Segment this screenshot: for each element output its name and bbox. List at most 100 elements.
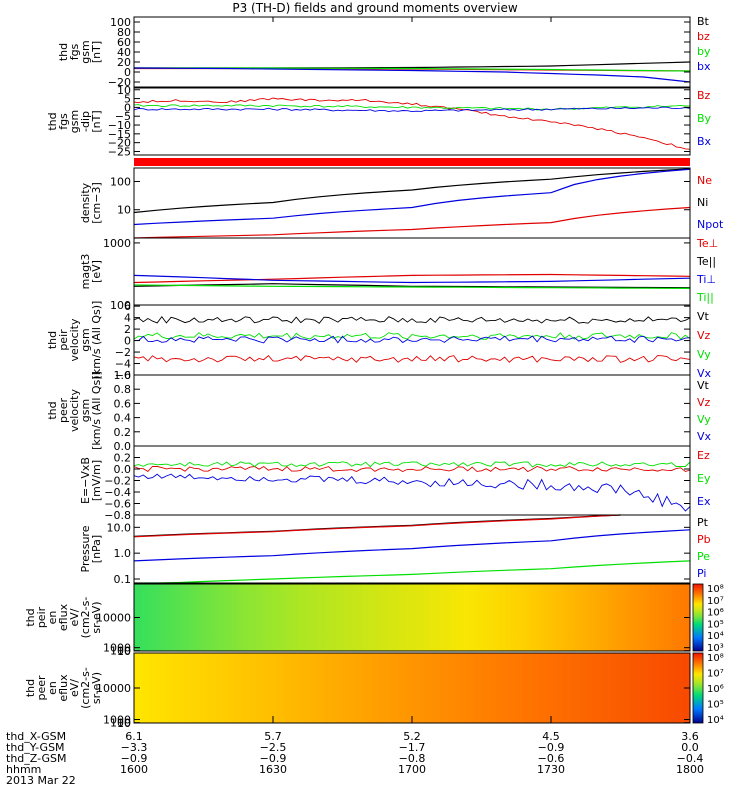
y-tick-label: 0.6 [114, 397, 132, 410]
legend-entry-Vz: Vz [697, 329, 711, 342]
y-axis-label: density [79, 182, 92, 223]
legend-entry-Te⊥: Te⊥ [696, 237, 718, 250]
legend-entry-Ti⊥: Ti⊥ [696, 273, 716, 286]
ephemeris-value: −0.6 [538, 752, 565, 765]
panel-frame [133, 514, 691, 584]
y-tick-label: 20 [117, 56, 131, 69]
y-tick-label: −0.6 [104, 498, 131, 511]
legend-entry-bz: bz [697, 30, 710, 43]
legend-entry-Bx: Bx [697, 135, 712, 148]
panel-density: 10 100 density[cm−3] Ne Ni Npot [79, 167, 724, 239]
ephemeris-row-label: hhmm [6, 763, 41, 776]
y-axis-label: (cm2-s- [79, 667, 92, 709]
panel-frame [133, 304, 691, 376]
y-tick-label: 1.0 [114, 547, 132, 560]
legend-entry-Pe: Pe [697, 550, 710, 563]
y-axis-label: velocity [68, 389, 81, 432]
y-axis-label: fgs [57, 113, 70, 130]
panel-mode_bar [134, 158, 690, 166]
y-tick-label: −25 [108, 145, 131, 158]
y-tick-label: 40 [117, 46, 131, 59]
series-line-Pe [134, 560, 691, 584]
y-axis-label: peer [35, 675, 48, 701]
legend-entry-Ti||: Ti|| [696, 291, 714, 304]
y-axis-label: en [46, 611, 59, 625]
y-axis-label: eflux [57, 674, 70, 702]
page-title: P3 (TH-D) fields and ground moments over… [232, 1, 518, 15]
y-tick-label: 4 [124, 312, 131, 325]
panel-frame [133, 87, 691, 156]
panel-peer_velocity: 0.00.20.4 0.60.81.0 thdpeervelocitygsm[km/… [46, 369, 712, 453]
y-axis-label: velocity [68, 318, 81, 361]
y-tick-label: −2 [115, 346, 131, 359]
y-axis-label: thd [24, 608, 37, 626]
series-line-bx [133, 67, 691, 83]
y-tick-label: 0.2 [114, 426, 132, 439]
colorbar-label: 10⁵ [707, 700, 724, 711]
y-tick-label: 100 [110, 299, 131, 312]
panel-frame [133, 16, 691, 88]
y-tick-label: 10 [117, 717, 131, 730]
legend-entry-by: by [697, 45, 711, 58]
colorbar-label: 10⁸ [707, 584, 724, 595]
legend-entry-By: By [697, 112, 712, 125]
series-line-Ex [133, 473, 691, 512]
series-line-Ey [133, 461, 691, 468]
y-tick-label: −0.8 [104, 509, 131, 522]
y-axis-label: [nPa] [90, 535, 103, 563]
legend-entry-bx: bx [697, 60, 711, 73]
ephemeris-value: −0.8 [399, 752, 426, 765]
y-tick-label: −20 [108, 76, 131, 89]
colorbar-label: 10⁷ [707, 596, 724, 607]
legend-entry-Pi: Pi [697, 567, 706, 580]
y-tick-label: 10 [117, 204, 131, 217]
y-tick-label: 10 [117, 645, 131, 658]
panel-peir_spec: 10³10⁴10⁵10⁶10⁷10⁸10100100010000thdpeire… [24, 583, 724, 658]
y-axis-label: magt3 [79, 254, 92, 290]
ephemeris-value: −2.5 [260, 741, 287, 754]
y-axis-label: [eV] [90, 260, 103, 283]
ephemeris-value: −0.9 [260, 752, 287, 765]
panel-frame [133, 374, 691, 447]
series-line-Vz [133, 354, 691, 363]
y-tick-label: 10.0 [107, 521, 132, 534]
y-axis-label: peir [57, 329, 70, 351]
y-tick-label: 100 [110, 175, 131, 188]
colorbar-label: 10⁶ [707, 684, 724, 695]
ephemeris-value: 4.5 [542, 730, 560, 743]
series-line-Ni [133, 168, 691, 214]
y-axis-label: thd [24, 679, 37, 697]
y-tick-label: 5 [124, 93, 131, 106]
legend-entry-Bz: Bz [697, 89, 711, 102]
y-axis-label: eflux [57, 603, 70, 631]
series-line-Pb [133, 514, 621, 538]
series-line-Vy [133, 332, 691, 340]
legend-entry-Ey: Ey [697, 472, 711, 485]
y-tick-label: 100 [110, 645, 131, 658]
y-tick-label: −15 [108, 128, 131, 141]
panel-frame [133, 445, 691, 516]
colorbar-label: 10⁵ [707, 619, 724, 630]
y-tick-label: 6 [124, 300, 131, 313]
ephemeris-value: 5.7 [264, 730, 282, 743]
y-tick-label: −10 [108, 119, 131, 132]
y-tick-label: 0.1 [114, 573, 132, 586]
y-axis-label: [cm−3] [90, 182, 103, 224]
legend-entry-Vx: Vx [697, 430, 712, 443]
y-axis-label: gsm [79, 40, 92, 63]
ephemeris-value: 6.1 [125, 730, 143, 743]
ephemeris-value: 3.6 [681, 730, 699, 743]
y-axis-label: gsm [79, 328, 92, 351]
y-axis-label: sr-eV) [90, 601, 103, 633]
series-line-Vx [134, 335, 691, 344]
legend-entry-Pb: Pb [697, 533, 711, 546]
y-tick-label: 1000 [103, 642, 131, 655]
y-tick-label: 2 [124, 323, 131, 336]
y-axis-label: (cm2-s- [79, 597, 92, 639]
y-tick-label: 0.0 [114, 463, 132, 476]
legend-entry-Ni: Ni [697, 196, 708, 209]
